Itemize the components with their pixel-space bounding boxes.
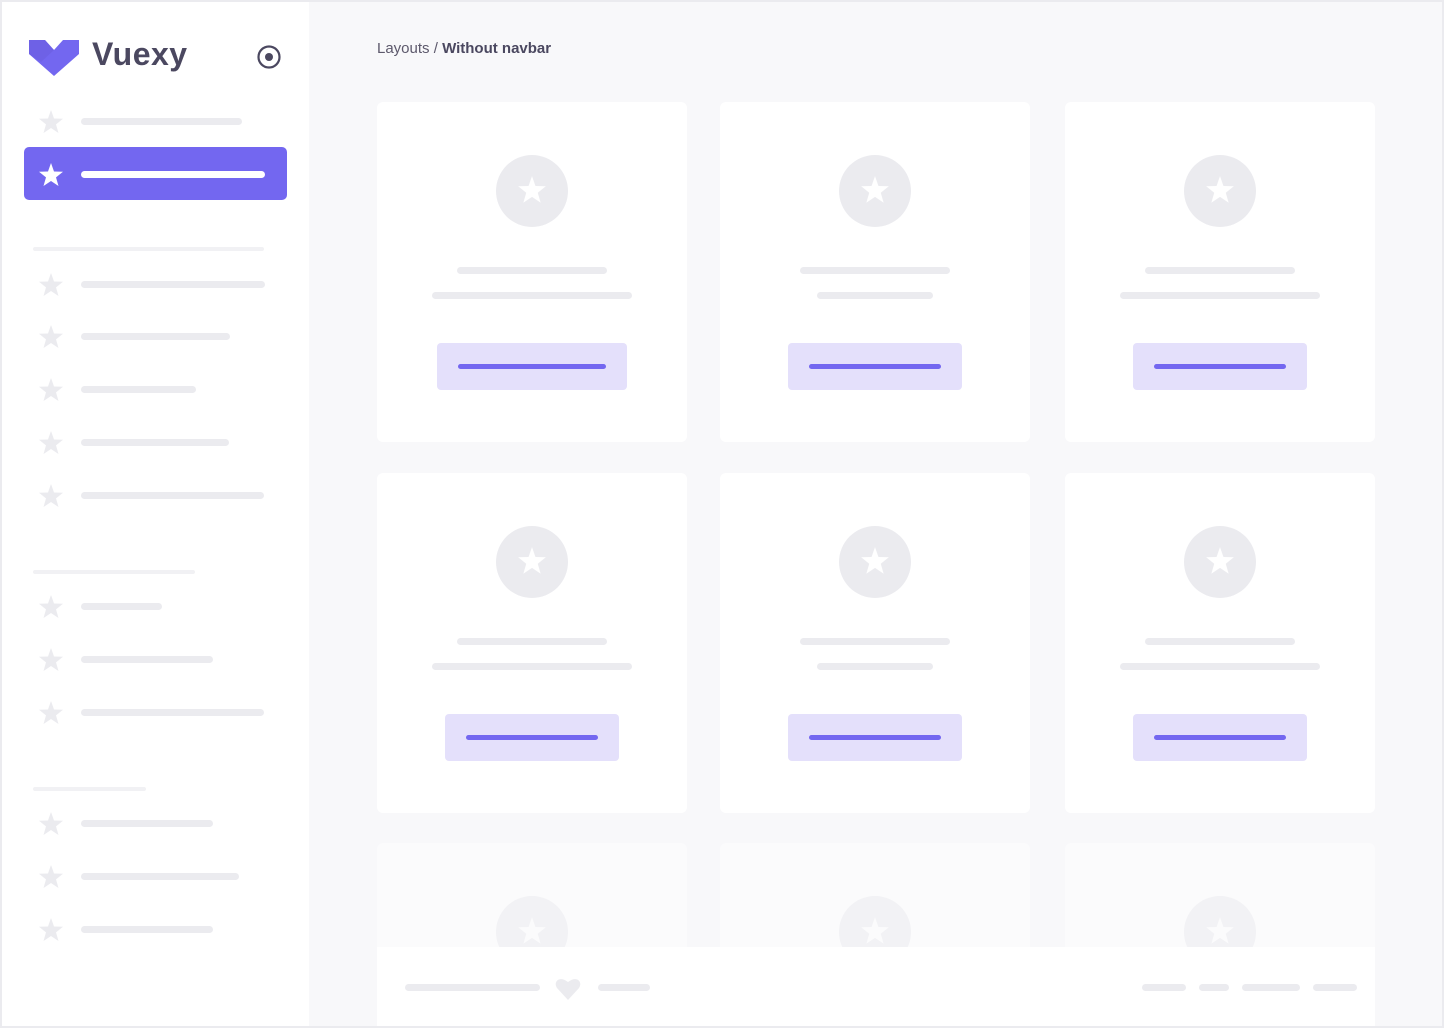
footer-copyright-placeholder <box>405 984 540 991</box>
card-text-placeholder <box>432 663 632 670</box>
footer-link[interactable] <box>1199 984 1229 991</box>
sidebar-item[interactable] <box>81 603 162 610</box>
star-icon <box>518 176 546 203</box>
star-icon <box>861 917 889 944</box>
placeholder-card <box>377 473 687 813</box>
star-icon <box>861 547 889 574</box>
card-button[interactable] <box>788 714 962 761</box>
star-icon <box>39 431 63 454</box>
card-avatar <box>1184 155 1256 227</box>
star-icon <box>1206 917 1234 944</box>
card-avatar <box>1184 526 1256 598</box>
sidebar-item[interactable] <box>81 439 229 446</box>
sidebar-section-divider <box>33 787 146 791</box>
footer <box>377 947 1375 1026</box>
heart-icon <box>555 979 581 1000</box>
breadcrumb-parent[interactable]: Layouts <box>377 40 430 57</box>
sidebar-item[interactable] <box>81 333 230 340</box>
card-button[interactable] <box>437 343 627 390</box>
star-icon <box>1206 547 1234 574</box>
sidebar-section-divider <box>33 570 195 574</box>
star-icon <box>518 547 546 574</box>
breadcrumb-current: Without navbar <box>442 40 552 57</box>
footer-link[interactable] <box>1313 984 1357 991</box>
sidebar-toggle-radio-circle-icon[interactable] <box>256 44 282 70</box>
card-title-placeholder <box>1145 638 1295 645</box>
card-avatar <box>839 526 911 598</box>
card-title-placeholder <box>800 638 950 645</box>
card-text-placeholder <box>432 292 632 299</box>
sidebar-item[interactable] <box>81 171 265 178</box>
card-title-placeholder <box>457 267 607 274</box>
card-button[interactable] <box>1133 343 1307 390</box>
footer-link[interactable] <box>1142 984 1186 991</box>
sidebar-item[interactable] <box>81 386 196 393</box>
placeholder-card <box>1065 102 1375 442</box>
brand-name: Vuexy <box>92 36 188 72</box>
star-icon <box>39 325 63 348</box>
card-title-placeholder <box>1145 267 1295 274</box>
star-icon <box>39 163 63 186</box>
card-button-label-placeholder <box>1154 735 1286 740</box>
card-text-placeholder <box>817 663 933 670</box>
card-button-label-placeholder <box>1154 364 1286 369</box>
placeholder-card <box>720 473 1030 813</box>
sidebar-item[interactable] <box>81 820 213 827</box>
placeholder-card <box>1065 473 1375 813</box>
star-icon <box>39 595 63 618</box>
star-icon <box>39 701 63 724</box>
star-icon <box>39 865 63 888</box>
card-title-placeholder <box>457 638 607 645</box>
star-icon <box>39 918 63 941</box>
card-avatar <box>496 526 568 598</box>
star-icon <box>39 110 63 133</box>
star-icon <box>39 484 63 507</box>
card-title-placeholder <box>800 267 950 274</box>
star-icon <box>39 378 63 401</box>
star-icon <box>1206 176 1234 203</box>
card-text-placeholder <box>1120 663 1320 670</box>
card-text-placeholder <box>817 292 933 299</box>
sidebar-item[interactable] <box>81 492 264 499</box>
card-button-label-placeholder <box>466 735 598 740</box>
card-button[interactable] <box>788 343 962 390</box>
sidebar: Vuexy <box>2 2 309 1026</box>
placeholder-card <box>720 102 1030 442</box>
vuexy-logo-icon <box>29 40 79 76</box>
card-button-label-placeholder <box>809 735 941 740</box>
card-button[interactable] <box>445 714 619 761</box>
card-avatar <box>496 155 568 227</box>
card-button-label-placeholder <box>458 364 606 369</box>
sidebar-item[interactable] <box>81 926 213 933</box>
card-button[interactable] <box>1133 714 1307 761</box>
star-icon <box>861 176 889 203</box>
star-icon <box>39 648 63 671</box>
sidebar-item[interactable] <box>81 656 213 663</box>
footer-link[interactable] <box>1242 984 1300 991</box>
card-avatar <box>839 155 911 227</box>
sidebar-section-divider <box>33 247 264 251</box>
sidebar-item[interactable] <box>81 709 264 716</box>
breadcrumb-separator: / <box>433 40 438 57</box>
star-icon <box>39 273 63 296</box>
card-button-label-placeholder <box>809 364 941 369</box>
placeholder-card <box>377 102 687 442</box>
footer-author-placeholder <box>598 984 650 991</box>
breadcrumb: Layouts / Without navbar <box>377 40 551 57</box>
card-text-placeholder <box>1120 292 1320 299</box>
star-icon <box>39 812 63 835</box>
sidebar-item[interactable] <box>81 118 242 125</box>
star-icon <box>518 917 546 944</box>
sidebar-item[interactable] <box>81 281 265 288</box>
sidebar-item[interactable] <box>81 873 239 880</box>
